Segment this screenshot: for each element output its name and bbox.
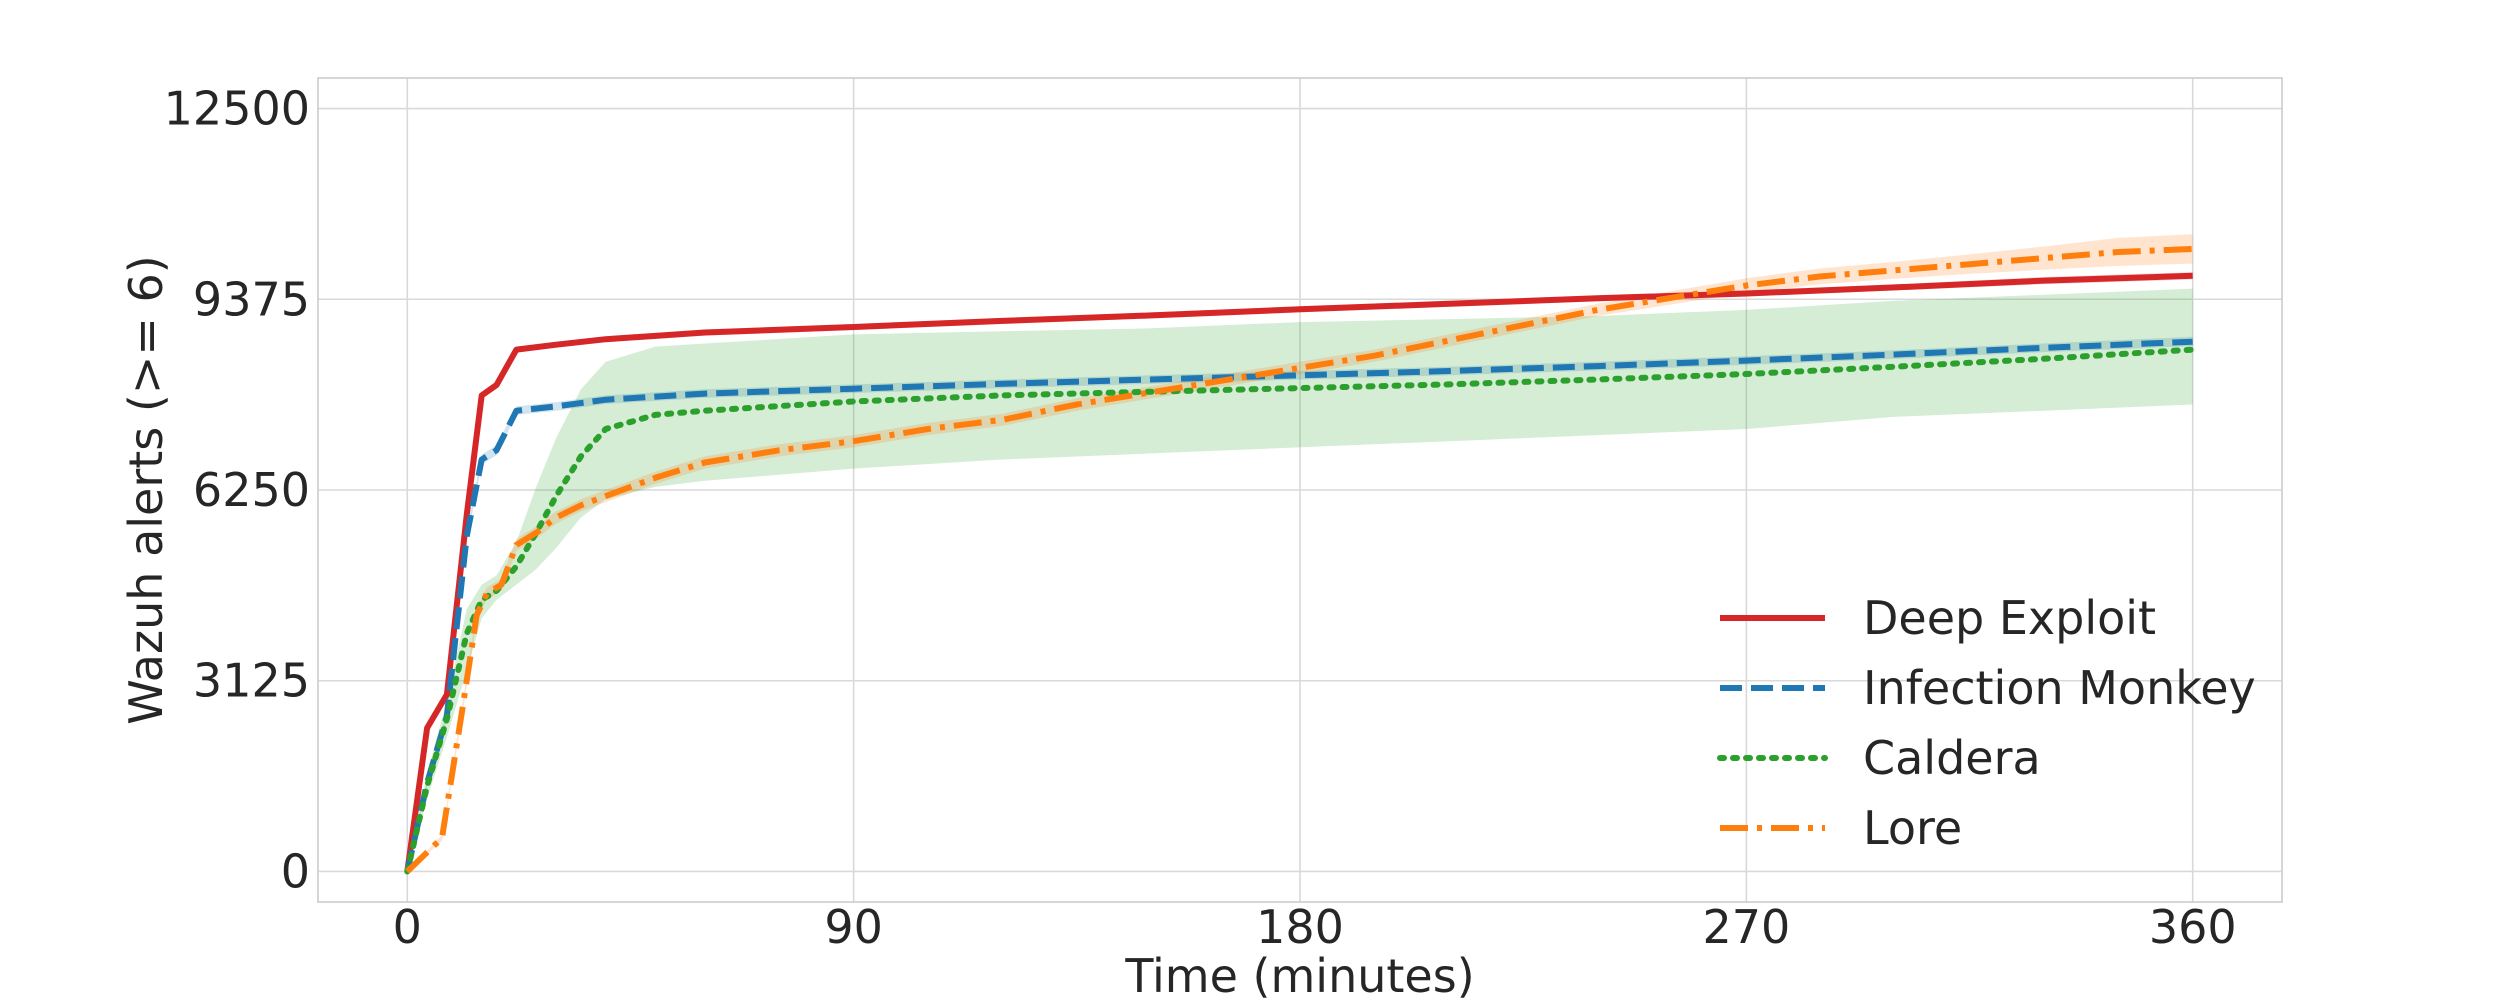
series-line-caldera	[404, 346, 2196, 875]
grid	[318, 78, 2282, 902]
legend-label: Deep Exploit	[1863, 591, 2156, 645]
x-tick-labels: 0 90 180 270 360	[393, 900, 2237, 954]
legend-label: Infection Monkey	[1863, 661, 2256, 715]
x-tick-label: 90	[824, 900, 883, 954]
y-tick-label: 6250	[193, 463, 310, 517]
y-tick-label: 12500	[164, 82, 310, 136]
legend-label: Lore	[1863, 801, 1962, 855]
x-tick-label: 270	[1702, 900, 1790, 954]
y-tick-labels: 0 3125 6250 9375 12500	[164, 82, 310, 899]
series-line-lore	[405, 245, 2193, 874]
legend-label: Caldera	[1863, 731, 2041, 785]
series-lines	[404, 245, 2196, 875]
y-tick-label: 3125	[193, 654, 310, 708]
band-caldera	[407, 288, 2193, 872]
confidence-bands	[407, 234, 2193, 872]
x-tick-label: 360	[2149, 900, 2237, 954]
y-tick-label: 9375	[193, 272, 310, 326]
plot-frame	[317, 77, 2283, 903]
series-line-deep-exploit	[404, 272, 2193, 872]
x-tick-label: 0	[393, 900, 422, 954]
y-axis-title: Wazuh alerts (>= 6)	[119, 255, 173, 724]
y-tick-label: 0	[281, 844, 310, 898]
x-tick-label: 180	[1256, 900, 1344, 954]
legend: Deep Exploit Infection Monkey Caldera Lore	[1717, 591, 2256, 855]
x-axis-title: Time (minutes)	[1124, 949, 1474, 1000]
series-line-infection-monkey	[404, 338, 2193, 873]
